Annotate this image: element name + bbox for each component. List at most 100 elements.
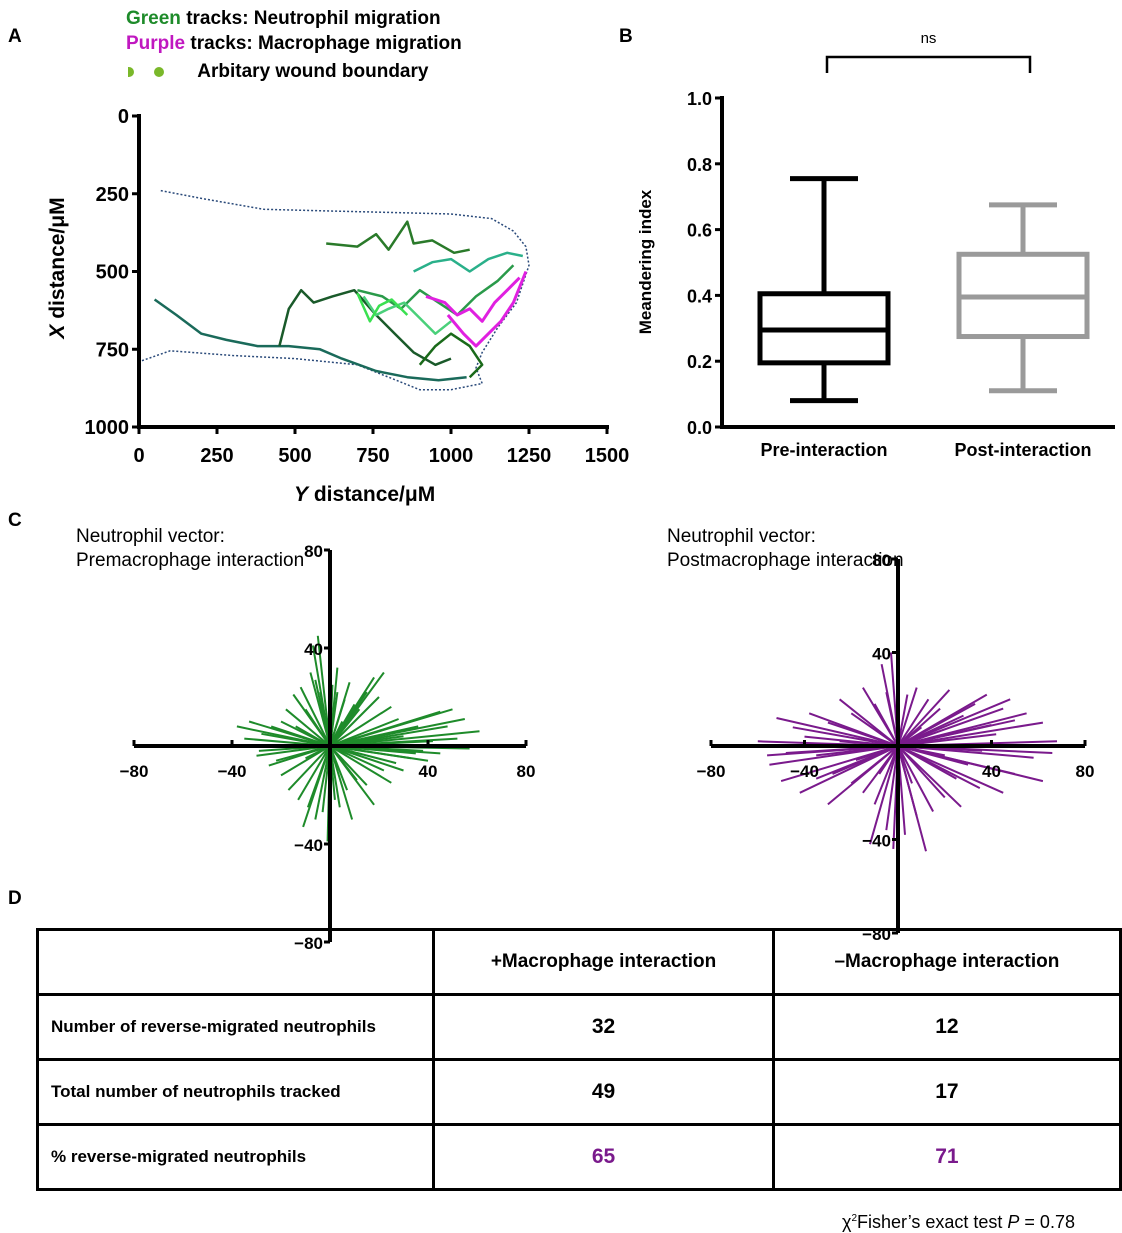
panel-label-a: A: [8, 26, 22, 47]
vector-y-tick-label: 40: [304, 640, 323, 659]
vector-x-tick-label: 80: [1076, 762, 1095, 781]
x-tick-label: 250: [200, 445, 233, 467]
vector-x-tick-label: −40: [790, 762, 819, 781]
vector-line: [295, 725, 331, 747]
vector-left-title-1: Neutrophil vector:: [76, 526, 225, 547]
macrophage-track-10: [446, 270, 528, 348]
vector-line: [311, 645, 331, 747]
statistics-footnote: χ2Fisher’s exact test P = 0.78: [842, 1212, 1075, 1233]
neutrophil-track-7: [356, 292, 409, 323]
legend-macrophage: Purple tracks: Macrophage migration: [126, 33, 462, 55]
legend-green-text: tracks: Neutrophil migration: [180, 8, 441, 29]
vector-line: [897, 687, 918, 747]
vector-line: [897, 745, 962, 808]
box-y-tick-label: 0.0: [687, 418, 712, 438]
box-category-label: Pre-interaction: [760, 440, 887, 460]
table-row-label: Number of reverse-migrated neutrophils: [35, 993, 436, 1061]
box-y-tick-label: 0.8: [687, 155, 712, 175]
table-header-corner: [35, 928, 436, 996]
vector-y-tick-label: −40: [862, 832, 891, 851]
vector-line: [897, 698, 1011, 747]
vector-line: [236, 725, 331, 747]
vector-line: [799, 745, 899, 794]
vector-line: [897, 724, 992, 747]
vector-y-tick-label: 80: [872, 551, 891, 570]
vector-line: [329, 676, 375, 747]
track-plot-xlabel: Y distance/μM: [294, 483, 435, 507]
box-y-tick-label: 0.6: [687, 221, 712, 241]
vector-line: [897, 745, 957, 780]
vector-line: [897, 698, 930, 747]
wound-boundary-line: [138, 189, 530, 391]
vector-y-tick-label: 80: [304, 542, 323, 561]
table-row-label: Total number of neutrophils tracked: [35, 1058, 436, 1126]
significance-label: ns: [921, 30, 937, 47]
vector-line: [897, 693, 988, 747]
vector-line: [878, 745, 899, 775]
vector-y-tick-label: 40: [872, 645, 891, 664]
table-header-plus: +Macrophage interaction: [432, 928, 775, 996]
vector-right-title-2: Postmacrophage interaction: [667, 550, 904, 571]
vector-line: [309, 672, 331, 747]
vector-line: [880, 664, 899, 747]
table-row: Number of reverse-migrated neutrophils 3…: [35, 993, 1122, 1061]
results-table: +Macrophage interaction –Macrophage inte…: [35, 928, 1122, 1191]
chi-symbol: χ: [842, 1212, 852, 1232]
table-cell-minus: 71: [771, 1123, 1122, 1191]
vector-line: [329, 710, 441, 747]
vector-line: [329, 745, 354, 820]
table-row-label: % reverse-migrated neutrophils: [35, 1123, 436, 1191]
vector-line: [275, 745, 331, 762]
track-plot-xlabel-italic: Y: [294, 483, 309, 506]
macrophage-track-9: [425, 276, 521, 323]
vector-line: [869, 745, 899, 845]
y-tick-label: 500: [96, 262, 129, 284]
x-tick-label: 750: [356, 445, 389, 467]
y-tick-label: 250: [96, 184, 129, 206]
y-tick-label: 1000: [85, 417, 130, 439]
legend-green-word: Green: [126, 8, 181, 29]
boundary-dots-icon: [124, 64, 180, 80]
neutrophil-track-5: [362, 295, 452, 335]
table-cell-plus: 32: [432, 993, 775, 1061]
x-tick-label: 1000: [429, 445, 474, 467]
vector-line: [776, 717, 899, 747]
neutrophil-track-1: [326, 220, 470, 255]
track-plot-xlabel-text: distance/μM: [308, 483, 436, 506]
y-tick-label: 750: [96, 339, 129, 361]
neutrophil-track-6: [413, 251, 524, 273]
x-tick-label: 500: [278, 445, 311, 467]
neutrophil-track-2: [153, 298, 467, 382]
vector-line: [329, 745, 385, 772]
table-row: Total number of neutrophils tracked 49 1…: [35, 1058, 1122, 1126]
vector-x-tick-label: 40: [419, 762, 438, 781]
box-category-label: Post-interaction: [954, 440, 1091, 460]
vector-line: [897, 745, 927, 852]
vector-line: [897, 745, 934, 812]
y-tick-label: 0: [118, 106, 129, 128]
footnote-text: Fisher’s exact test: [857, 1212, 1008, 1232]
vector-line: [897, 745, 1004, 794]
legend-neutrophil: Green tracks: Neutrophil migration: [126, 8, 441, 30]
vector-line: [329, 708, 361, 747]
vector-line: [873, 745, 899, 805]
box-y-tick-label: 0.2: [687, 352, 712, 372]
vector-left-title: Neutrophil vector: Premacrophage interac…: [76, 525, 304, 573]
vector-line: [302, 745, 331, 828]
table-header-row: +Macrophage interaction –Macrophage inte…: [35, 928, 1122, 996]
vector-line: [292, 693, 331, 747]
vector-line: [305, 745, 331, 760]
vector-line: [299, 686, 331, 747]
neutrophil-track-8: [418, 332, 484, 379]
vector-line: [329, 705, 392, 747]
vector-line: [897, 726, 923, 747]
vector-line: [287, 745, 331, 791]
table-header-minus: –Macrophage interaction: [771, 928, 1122, 996]
table-cell-minus: 17: [771, 1058, 1122, 1126]
x-tick-label: 0: [133, 445, 144, 467]
vector-line: [314, 745, 331, 820]
vector-x-tick-label: 40: [982, 762, 1001, 781]
vector-line: [850, 712, 899, 747]
